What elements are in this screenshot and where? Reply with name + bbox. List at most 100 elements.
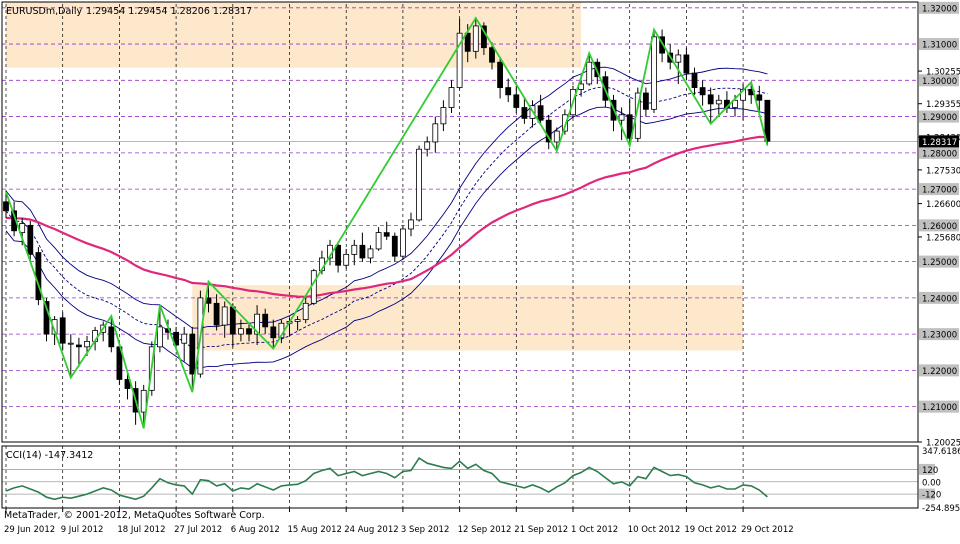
bear-candle-body	[691, 72, 698, 88]
bull-candle-body	[294, 319, 301, 322]
bull-candle-body	[562, 114, 568, 132]
current-price-box	[919, 135, 959, 148]
chart-symbol-label: EURUSDm,Daily	[6, 6, 83, 17]
candle	[562, 109, 568, 135]
chart-ohlc-label: 1.29454 1.29454 1.28206 1.28317	[86, 6, 252, 17]
candle	[683, 47, 690, 81]
date-axis-label: 21 Sep 2012	[514, 525, 568, 535]
ma-band-upper	[5, 66, 768, 329]
candle	[545, 114, 552, 150]
candle	[513, 85, 520, 113]
candle	[618, 107, 625, 141]
main-panel-frame	[1, 1, 919, 443]
date-axis-label: 19 Oct 2012	[684, 525, 737, 535]
level-price-box	[919, 146, 959, 159]
footer-text: MetaTrader, © 2001-2012, MetaQuotes Soft…	[4, 510, 265, 521]
bull-candle-body	[424, 141, 431, 150]
date-axis-label: 29 Jun 2012	[4, 525, 55, 535]
level-price-box	[919, 291, 959, 304]
bull-candle-body	[367, 248, 374, 259]
bull-candle-body	[302, 302, 309, 321]
cci-level-box	[919, 463, 935, 475]
candle	[27, 221, 34, 262]
candle	[181, 326, 188, 362]
bear-candle-body	[3, 201, 9, 212]
level-price-label: 1.23000	[922, 331, 957, 341]
candle	[189, 326, 196, 393]
candle	[456, 18, 463, 90]
bear-candle-body	[505, 87, 512, 96]
level-price-box	[919, 183, 959, 196]
bear-candle-body	[246, 328, 252, 335]
price-axis-label: 1.25680	[926, 233, 960, 243]
bear-candle-body	[173, 331, 180, 346]
candle	[651, 29, 657, 113]
candle	[343, 248, 350, 269]
bull-candle-body	[651, 36, 657, 110]
candle	[302, 297, 309, 324]
bull-candle-body	[156, 326, 163, 348]
candle	[505, 78, 512, 103]
candle	[521, 98, 528, 124]
candle	[35, 247, 42, 306]
level-price-label: 1.21000	[922, 403, 957, 413]
bear-candle-body	[497, 61, 504, 88]
candle	[586, 53, 593, 86]
level-price-label: 1.28000	[922, 149, 957, 159]
level-price-box	[919, 255, 959, 268]
candle	[237, 319, 244, 342]
candle	[699, 80, 706, 106]
candle	[643, 87, 649, 117]
candle	[659, 29, 665, 63]
bear-candle-body	[756, 94, 763, 101]
candle	[537, 94, 544, 124]
date-axis-label: 1 Oct 2012	[571, 525, 618, 535]
bear-candle-body	[189, 333, 196, 375]
bear-candle-body	[383, 232, 390, 237]
level-price-label: 1.25000	[922, 258, 957, 268]
level-price-box	[919, 110, 959, 123]
date-axis-label: 27 Jul 2012	[174, 525, 222, 535]
bull-candle-body	[553, 130, 560, 143]
bear-candle-body	[270, 326, 277, 339]
date-axis-label: 12 Sep 2012	[458, 525, 512, 535]
candle	[764, 99, 771, 146]
bull-candle-body	[448, 87, 455, 108]
level-price-label: 1.32000	[922, 4, 957, 14]
bull-candle-body	[432, 123, 439, 143]
cci-axis-label: -254.895	[922, 504, 960, 514]
bull-candle-body	[254, 313, 261, 335]
level-price-box	[919, 38, 959, 51]
price-axis-label: 1.30255	[926, 68, 960, 78]
bear-candle-body	[764, 99, 771, 142]
bull-candle-body	[715, 99, 722, 105]
bull-candle-body	[472, 25, 479, 52]
cci-axis-label: 120	[922, 466, 938, 476]
candle	[76, 337, 82, 367]
level-price-box	[919, 74, 959, 87]
bull-candle-body	[67, 342, 74, 345]
candle	[213, 294, 220, 331]
cci-panel-frame	[1, 445, 919, 509]
level-price-label: 1.27000	[922, 186, 957, 196]
candle	[262, 308, 269, 335]
date-axis-label: 10 Oct 2012	[628, 525, 681, 535]
bull-candle-body	[181, 333, 188, 344]
bull-candle-body	[375, 232, 382, 250]
price-axis-label: 1.20025	[926, 439, 960, 449]
bear-candle-body	[643, 92, 649, 110]
bear-candle-body	[35, 252, 42, 301]
bull-candle-body	[675, 54, 682, 63]
bear-candle-body	[699, 87, 706, 96]
candle	[59, 312, 66, 351]
bull-candle-body	[19, 223, 26, 234]
bear-candle-body	[513, 94, 520, 108]
bear-candle-body	[626, 114, 633, 139]
bull-candle-body	[416, 148, 423, 221]
candle	[489, 42, 495, 70]
date-axis-label: 29 Oct 2012	[741, 525, 794, 535]
date-axis-label: 24 Aug 2012	[344, 525, 398, 535]
bull-candle-body	[140, 389, 147, 413]
